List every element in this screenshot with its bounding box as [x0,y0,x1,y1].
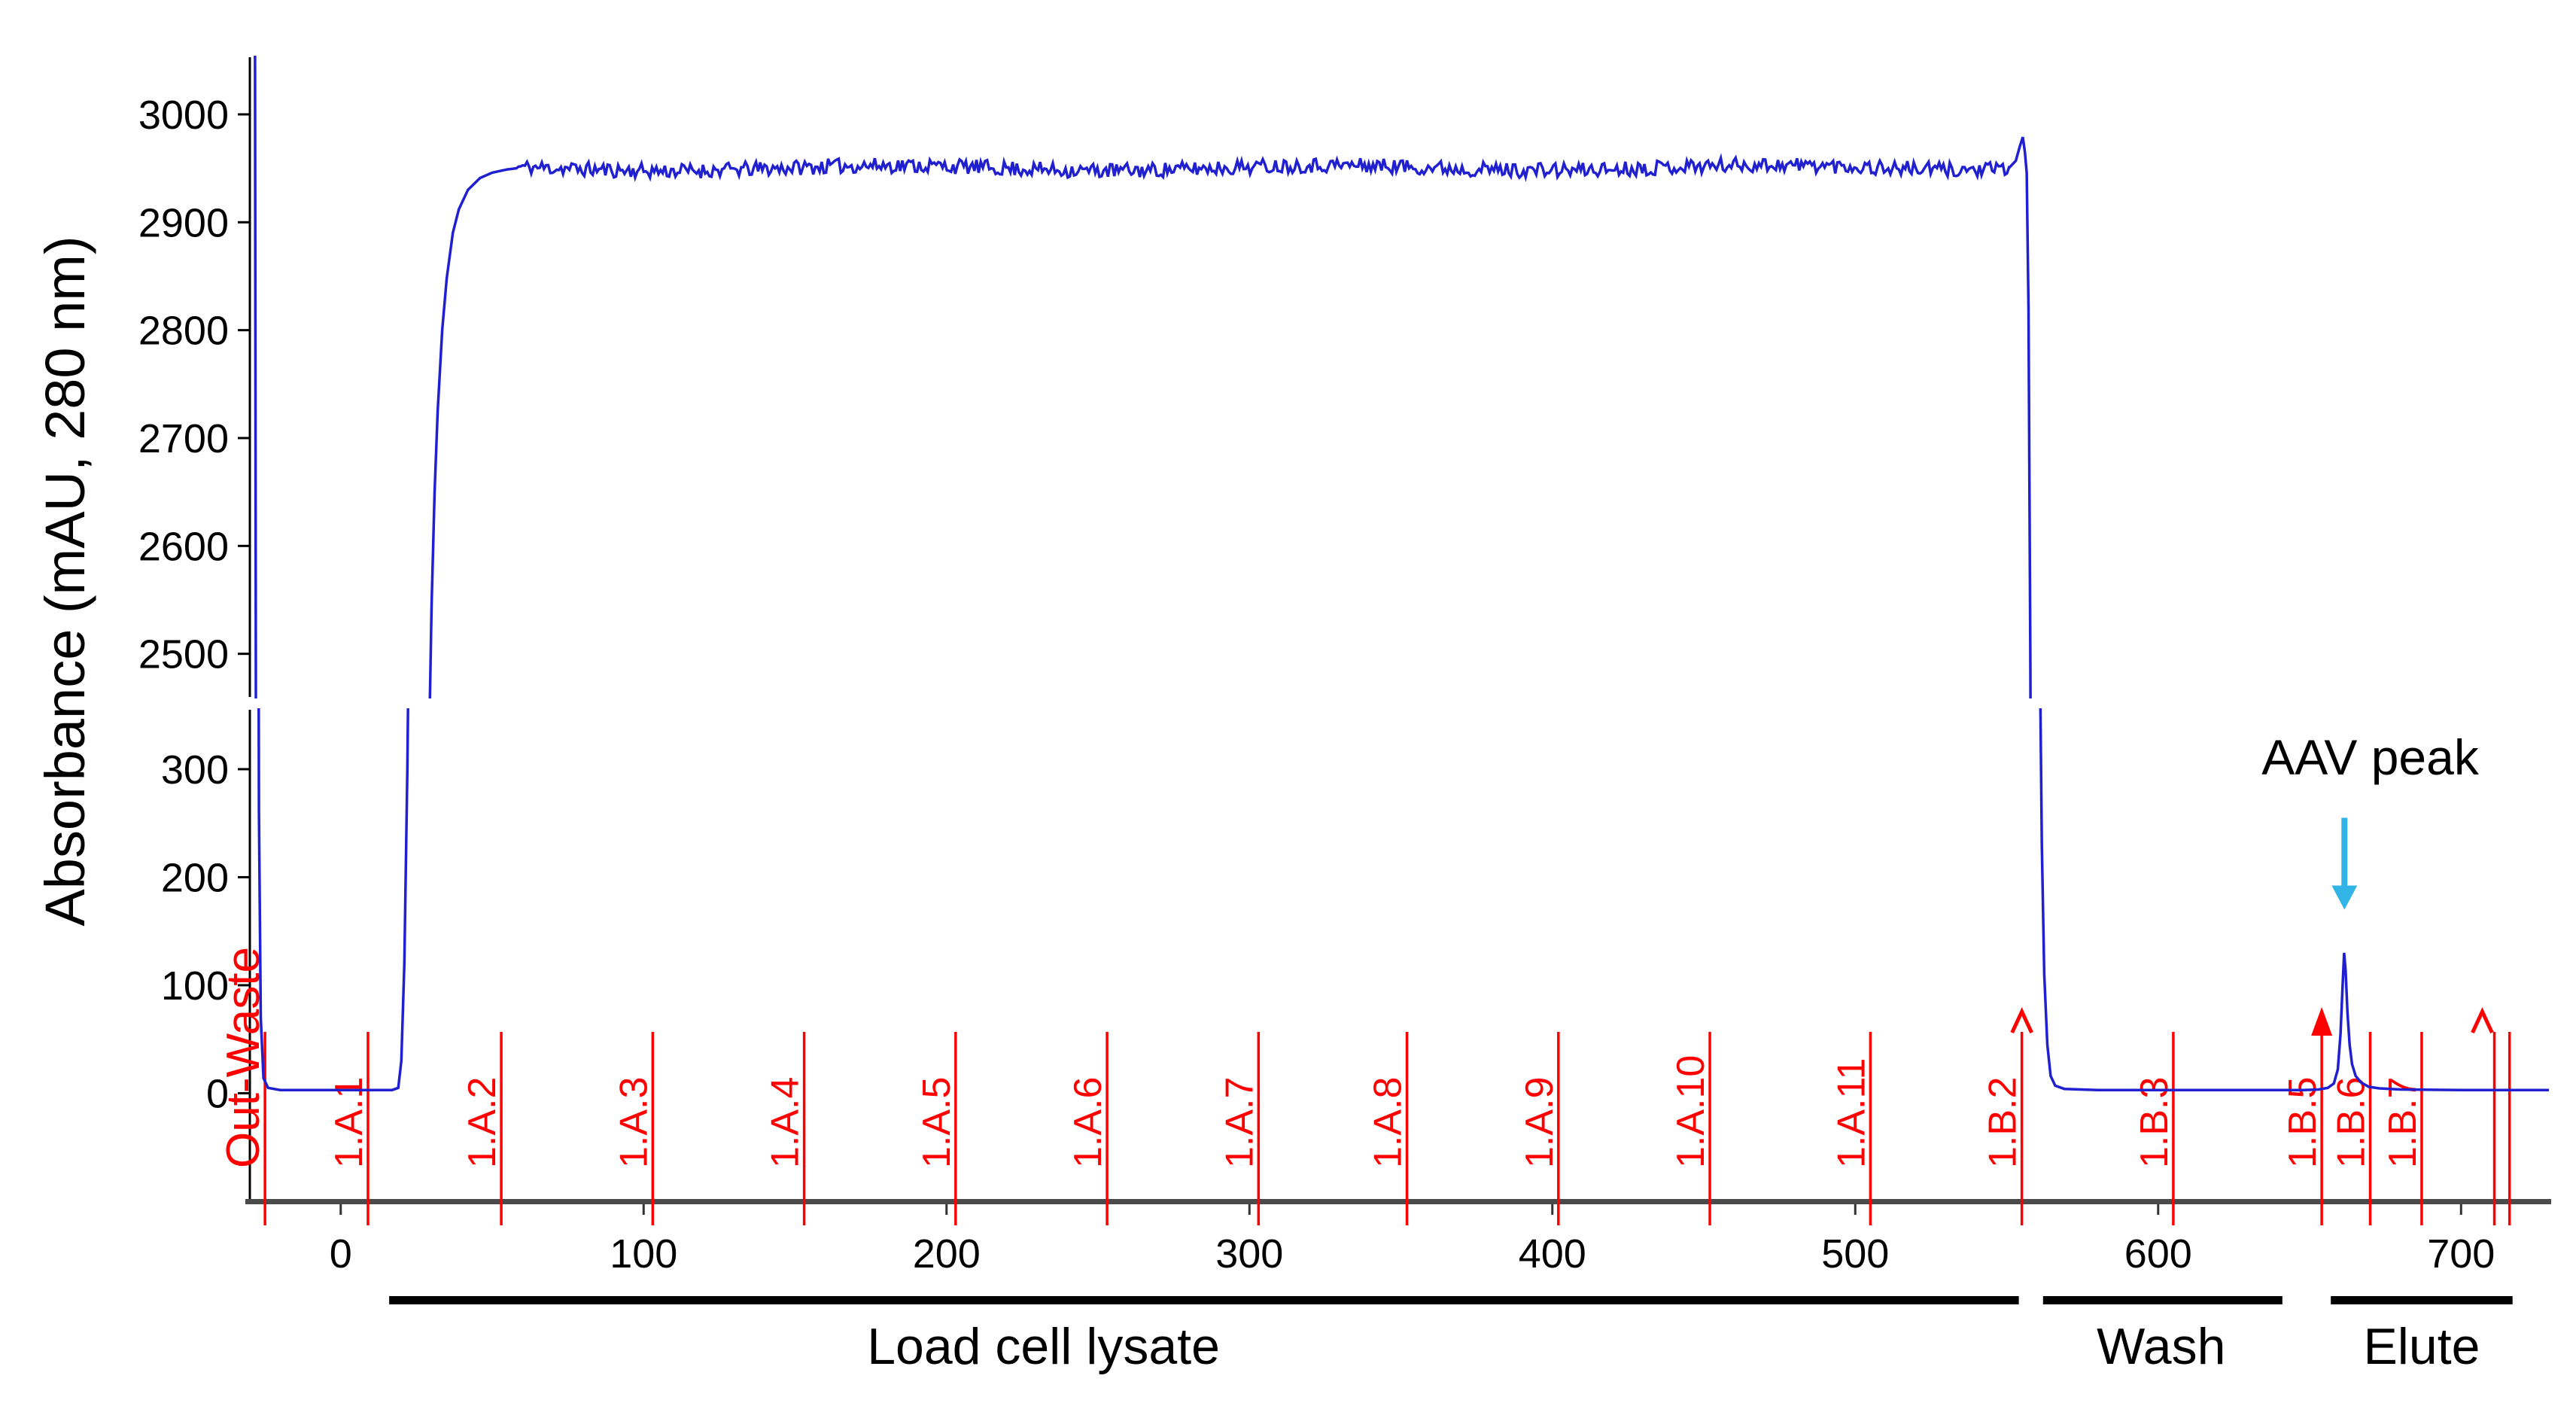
event-caret-icon [2471,1007,2494,1034]
x-tick-label: 300 [1215,1231,1283,1277]
fraction-label: 1.A.6 [1066,1077,1110,1168]
y-tick-label: 2800 [138,309,229,354]
aav-arrow-head [2331,885,2358,910]
y-tick-label: 3000 [138,93,229,138]
uv-trace [254,56,2549,1091]
fraction-marker: 1.A.1 [327,1032,371,1225]
x-tick-label: 500 [1821,1231,1889,1277]
fraction-label: 1.B.3 [2133,1077,2176,1168]
phase-label: Load cell lysate [867,1318,1220,1375]
fraction-marker [2471,1007,2494,1034]
trace-upper-panel [254,56,2032,698]
x-tick-label: 200 [913,1231,981,1277]
fraction-marker: 1.B.3 [2133,1032,2176,1225]
fraction-label: 1.A.3 [612,1077,655,1168]
aav-peak-label: AAV peak [2261,729,2480,785]
fraction-marker: 1.B.6 [2330,1032,2374,1225]
fraction-marker: 1.A.7 [1218,1032,1261,1225]
fraction-marker: 1.A.3 [612,1032,655,1225]
x-tick-label: 600 [2124,1231,2192,1277]
fraction-marker: 1.B.2 [1981,1007,2033,1225]
fraction-label: 1.A.4 [764,1077,807,1168]
y-tick-label: 2600 [138,524,229,569]
phase-bar [2042,1296,2283,1304]
fraction-label: 1.A.9 [1518,1077,1562,1168]
fraction-label: 1.A.11 [1829,1058,1873,1168]
fraction-label: 1.A.1 [327,1077,371,1168]
fraction-markers: Out-Waste 1.A.1 1.A.2 1.A.3 1.A.4 1.A.5 1.A.6 1… [217,947,2511,1225]
event-arrow-icon [2311,1007,2333,1036]
x-tick-label: 0 [330,1231,352,1277]
y-tick-label: 200 [161,855,229,900]
phase-label: Elute [2363,1318,2480,1375]
fraction-marker: 1.A.11 [1829,1032,1873,1225]
fraction-marker: 1.A.9 [1518,1032,1562,1225]
phase-bar [2331,1296,2513,1304]
fraction-marker: 1.B.7 [2381,1032,2425,1225]
fraction-marker: 1.A.2 [461,1032,504,1225]
y-tick-label: 2700 [138,416,229,461]
x-tick-label: 100 [610,1231,677,1277]
fraction-marker: 1.A.5 [915,1032,959,1225]
y-tick-label: 0 [206,1071,229,1116]
fraction-label: 1.A.2 [461,1077,504,1168]
phase-bar [389,1296,2019,1304]
fraction-label: 1.B.6 [2330,1077,2374,1168]
fraction-marker: 1.B.5 [2281,1007,2333,1225]
fraction-marker: 1.A.4 [764,1032,807,1225]
fraction-label: 1.B.2 [1981,1077,2025,1168]
y-tick-label: 300 [161,747,229,793]
x-tick-label: 700 [2427,1231,2495,1277]
fraction-label: 1.A.8 [1367,1077,1410,1168]
x-axis-line [245,1199,2551,1204]
y-tick-label: 2900 [138,200,229,245]
aav-arrow-icon [2331,817,2358,910]
fraction-label: 1.A.7 [1218,1077,1261,1168]
fraction-label: 1.B.5 [2281,1077,2325,1168]
y-axis-label: Absorbance (mAU, 280 nm) [34,236,96,926]
x-tick-label: 400 [1519,1231,1586,1277]
y-tick-label: 2500 [138,632,229,677]
fraction-label: 1.A.5 [915,1077,959,1168]
aav-annotation: AAV peak [2261,729,2480,910]
fraction-marker: 1.A.8 [1367,1032,1410,1225]
event-caret-icon [2010,1007,2033,1034]
phase-label: Wash [2097,1318,2225,1375]
fraction-label: 1.B.7 [2381,1077,2425,1168]
fraction-label: 1.A.10 [1669,1055,1713,1168]
fraction-marker: 1.A.10 [1669,1032,1713,1225]
y-tick-label: 100 [161,963,229,1009]
phase-bars: Load cell lysate Wash Elute [389,1296,2513,1375]
fraction-marker: 1.A.6 [1066,1032,1110,1225]
